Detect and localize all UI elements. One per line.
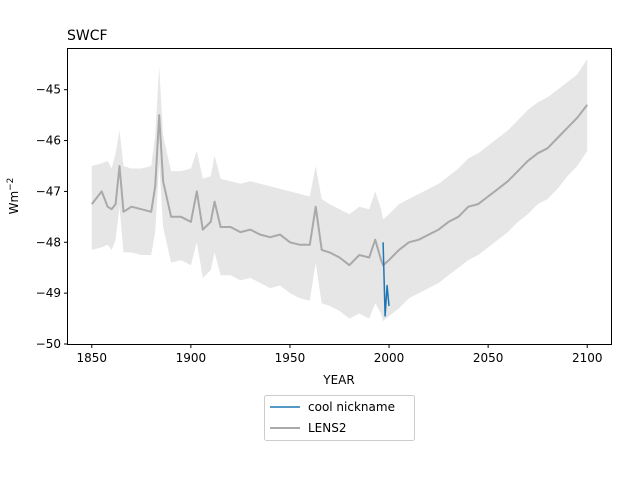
lens2-spread-band-layer	[91, 59, 588, 322]
legend-label-lens2: LENS2	[308, 421, 347, 435]
x-tick-label: 2050	[473, 351, 504, 365]
y-axis-label-exponent: −2	[6, 178, 16, 191]
x-axis-label: YEAR	[322, 373, 354, 387]
series-line-lens2	[91, 104, 588, 267]
x-tick-label: 2000	[374, 351, 405, 365]
series-lines-layer	[91, 104, 588, 317]
y-axis-label-base: Wm	[7, 191, 21, 215]
x-tick-label: 1850	[77, 351, 108, 365]
legend-box	[264, 395, 415, 441]
y-tick-label: −47	[36, 184, 61, 198]
x-axis: 1850 1900 1950 2000 2050 2100	[77, 344, 603, 365]
y-tick-label: −45	[36, 83, 61, 97]
plot-frame	[67, 48, 612, 345]
y-axis: −50 −49 −48 −47 −46 −45	[36, 83, 68, 351]
legend: cool nickname LENS2	[264, 395, 415, 441]
series-line-cool-nickname	[382, 242, 390, 317]
y-tick-label: −48	[36, 235, 61, 249]
y-tick-label: −46	[36, 134, 61, 148]
y-axis-label: Wm−2	[6, 178, 21, 215]
y-tick-label: −50	[36, 337, 61, 351]
lens2-spread-band	[91, 59, 588, 322]
plot-area	[67, 48, 612, 345]
legend-label-cool-nickname: cool nickname	[308, 400, 395, 414]
x-tick-label: 1900	[176, 351, 207, 365]
x-tick-label: 2100	[572, 351, 603, 365]
x-tick-label: 1950	[275, 351, 306, 365]
chart-title: SWCF	[67, 28, 108, 44]
y-tick-label: −49	[36, 286, 61, 300]
